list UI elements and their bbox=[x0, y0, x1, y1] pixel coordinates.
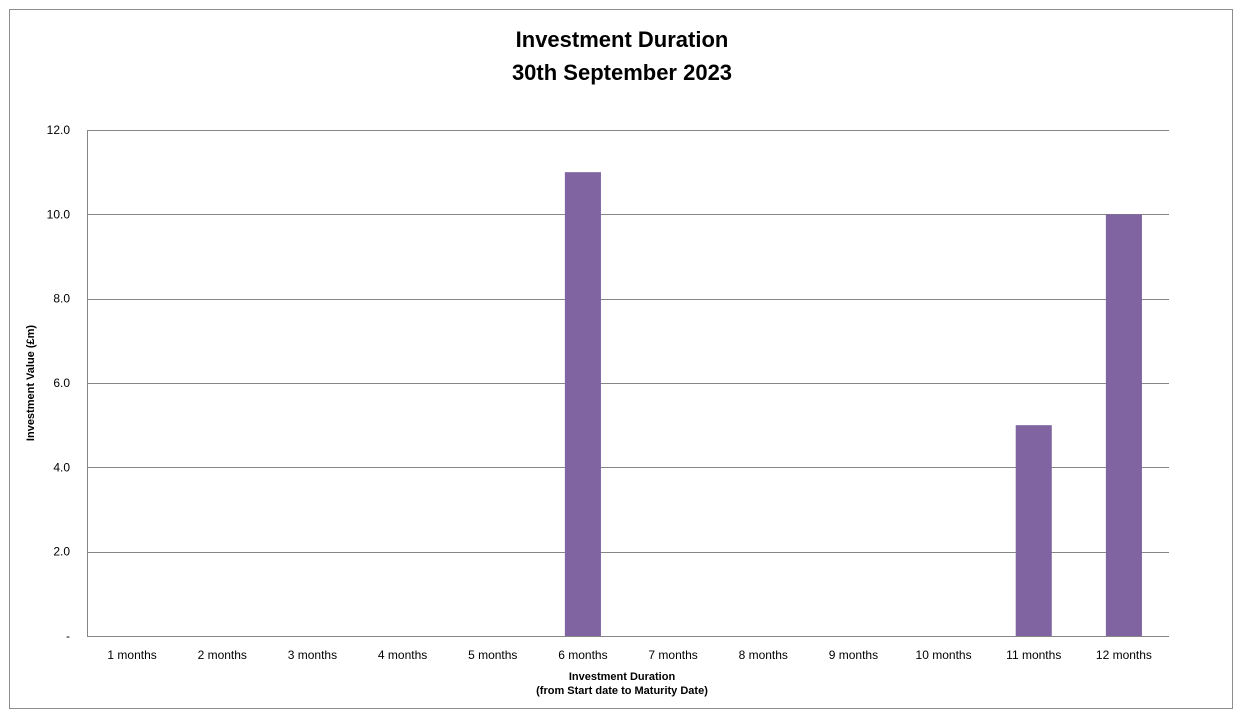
y-tick-label: 2.0 bbox=[53, 545, 70, 559]
bars bbox=[564, 172, 1142, 637]
y-tick-label: 12.0 bbox=[47, 123, 71, 137]
x-tick-label: 7 months bbox=[648, 648, 697, 662]
y-tick-label: 4.0 bbox=[53, 460, 70, 474]
axes bbox=[87, 130, 1169, 637]
gridlines bbox=[87, 130, 1169, 553]
y-tick-label: - bbox=[66, 629, 70, 643]
x-tick-label: 8 months bbox=[739, 648, 788, 662]
x-tick-label: 9 months bbox=[829, 648, 878, 662]
chart-subtitle: 30th September 2023 bbox=[512, 60, 732, 85]
x-tick-label: 12 months bbox=[1096, 648, 1152, 662]
y-tick-label: 10.0 bbox=[47, 207, 71, 221]
x-tick-label: 2 months bbox=[198, 648, 247, 662]
bar-11-months bbox=[1015, 425, 1052, 636]
bar-6-months bbox=[564, 172, 601, 636]
y-tick-labels: - 2.0 4.0 6.0 8.0 10.0 12.0 bbox=[47, 123, 71, 643]
y-tick-label: 6.0 bbox=[53, 376, 70, 390]
x-tick-label: 5 months bbox=[468, 648, 517, 662]
y-tick-label: 8.0 bbox=[53, 292, 70, 306]
x-tick-label: 4 months bbox=[378, 648, 427, 662]
x-tick-label: 10 months bbox=[916, 648, 972, 662]
x-tick-label: 6 months bbox=[558, 648, 607, 662]
x-axis-title: Investment Duration bbox=[569, 671, 676, 683]
x-tick-labels: 1 months 2 months 3 months 4 months 5 months… bbox=[107, 648, 1152, 662]
x-tick-label: 1 months bbox=[107, 648, 156, 662]
y-axis-title: Investment Value (£m) bbox=[25, 325, 37, 441]
bar-12-months bbox=[1105, 214, 1142, 637]
x-tick-label: 11 months bbox=[1006, 648, 1061, 662]
x-tick-label: 3 months bbox=[288, 648, 337, 662]
x-axis-subtitle: (from Start date to Maturity Date) bbox=[536, 685, 708, 697]
chart-title: Investment Duration bbox=[516, 27, 729, 52]
